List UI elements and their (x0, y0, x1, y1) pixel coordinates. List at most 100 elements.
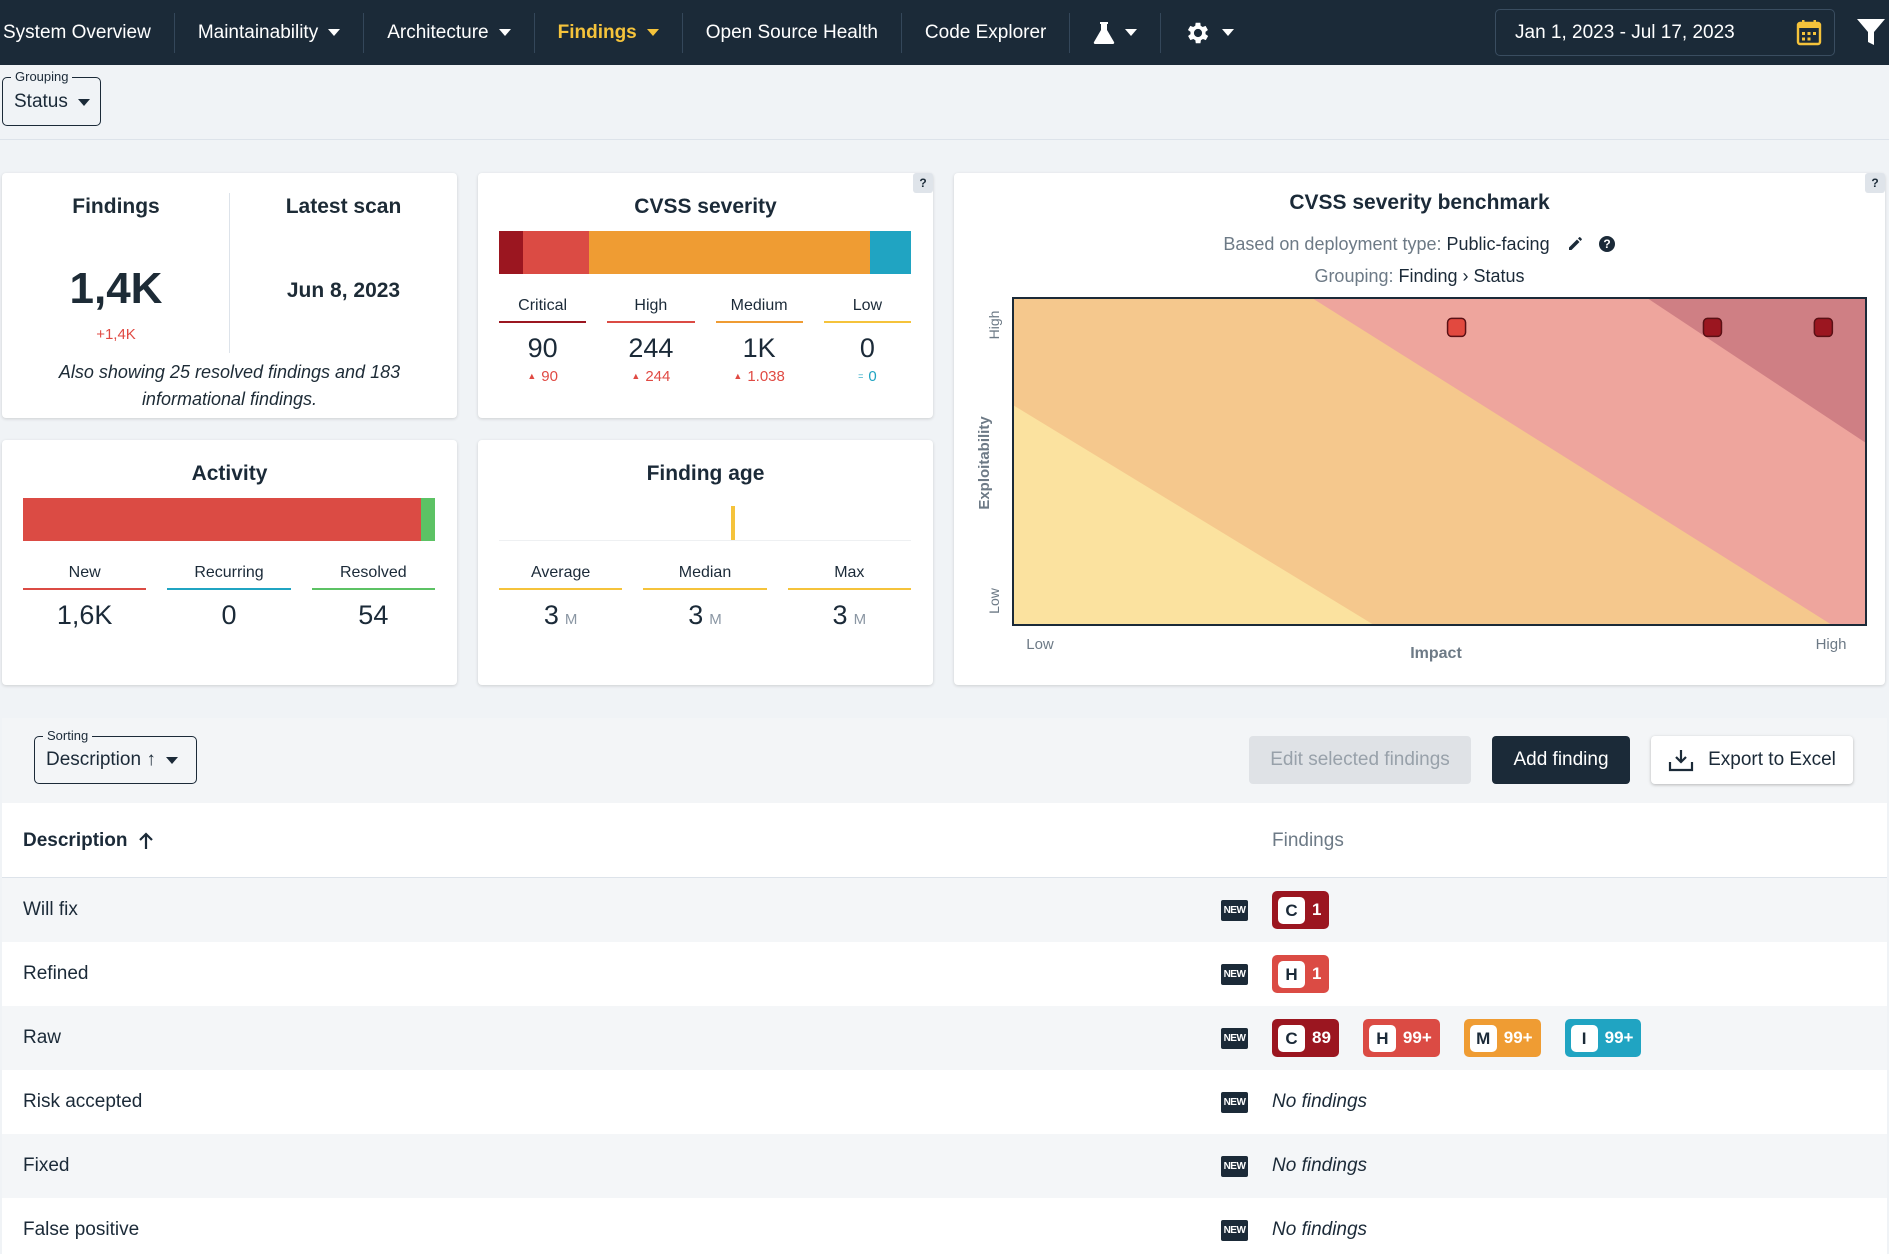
caret-down-icon (498, 29, 511, 36)
row-description: Risk accepted (23, 1091, 143, 1112)
benchmark-plot: High Exploitability Low Low Impact High (976, 297, 1867, 662)
nav-maintainability[interactable]: Maintainability (175, 0, 363, 65)
cvss-segment-medium (589, 231, 870, 274)
row-description: Raw (23, 1027, 62, 1048)
nav-divider (533, 12, 535, 53)
table-row[interactable]: Fixed NEW No findings (2, 1134, 1887, 1198)
benchmark-grouping-line: Grouping: Finding › Status (954, 266, 1885, 287)
findings-delta: +1,4K (96, 326, 136, 343)
y-axis-high: High (986, 311, 1002, 340)
nav-architecture[interactable]: Architecture (364, 0, 533, 65)
stat-value: 0 (824, 333, 911, 364)
top-nav: System Overview Maintainability Architec… (0, 0, 1889, 65)
card-divider (229, 193, 230, 353)
severity-letter: M (1469, 1024, 1497, 1052)
benchmark-point[interactable] (1702, 317, 1723, 338)
delta-value: 1.038 (747, 368, 785, 385)
severity-chip[interactable]: H 99+ (1362, 1019, 1440, 1057)
table-toolbar: Sorting Description ↑ Edit selected find… (2, 718, 1887, 803)
findings-summary-card: Findings 1,4K +1,4K Latest scan Jun 8, 2… (2, 173, 457, 418)
finding-age-card: Finding age Average 3 M Median 3 M Max 3 M (478, 440, 933, 685)
flask-menu-button[interactable] (1070, 0, 1160, 65)
flask-icon (1094, 21, 1115, 44)
nav-findings[interactable]: Findings (535, 0, 682, 65)
cvss-col-critical: Critical 90 ▲ 90 (499, 297, 587, 385)
download-icon (1669, 750, 1694, 772)
zone-high (1312, 298, 1866, 625)
stat-label: Median (643, 564, 767, 590)
date-range-picker[interactable]: Jan 1, 2023 - Jul 17, 2023 (1495, 9, 1835, 56)
benchmark-title: CVSS severity benchmark (1289, 191, 1550, 214)
findings-table-section: Sorting Description ↑ Edit selected find… (2, 718, 1887, 1254)
edit-selected-findings-button[interactable]: Edit selected findings (1249, 736, 1471, 784)
stat-delta: = 0 (824, 368, 911, 385)
nav-divider (900, 12, 902, 53)
column-header-findings: Findings (1272, 830, 1344, 851)
severity-chip[interactable]: M 99+ (1463, 1019, 1541, 1057)
delta-symbol: = (858, 371, 864, 381)
settings-menu-button[interactable] (1161, 0, 1257, 65)
cvss-severity-title: CVSS severity (634, 195, 777, 218)
nav-label: Findings (557, 21, 637, 43)
row-description: Refined (23, 963, 89, 984)
severity-letter: H (1368, 1024, 1396, 1052)
nav-code-explorer[interactable]: Code Explorer (902, 0, 1069, 65)
benchmark-point[interactable] (1813, 317, 1834, 338)
severity-chip[interactable]: C 89 (1272, 1019, 1339, 1057)
grouping-legend: Grouping (11, 69, 73, 84)
stat-number: 54 (358, 600, 389, 630)
stat-delta: ▲ 244 (607, 368, 694, 385)
stat-value: 1K (716, 333, 803, 364)
grouping-select[interactable]: Grouping Status (2, 69, 101, 126)
caret-down-icon (1125, 29, 1138, 36)
no-findings-text: No findings (1272, 1155, 1368, 1176)
nav-open-source-health[interactable]: Open Source Health (683, 0, 901, 65)
edit-icon[interactable] (1567, 234, 1585, 252)
sorting-select[interactable]: Sorting Description ↑ (34, 728, 197, 784)
new-badge-icon: NEW (1221, 1155, 1248, 1177)
export-to-excel-button[interactable]: Export to Excel (1651, 736, 1853, 784)
benchmark-points (1446, 317, 1834, 338)
svg-text:?: ? (1603, 237, 1610, 251)
activity-title: Activity (191, 462, 268, 485)
table-row[interactable]: Risk accepted NEW No findings (2, 1070, 1887, 1134)
help-button[interactable]: ? (1865, 173, 1885, 193)
severity-chip[interactable]: I 99+ (1564, 1019, 1642, 1057)
cvss-segment-critical (499, 231, 524, 274)
help-circle-icon[interactable]: ? (1598, 235, 1616, 253)
stat-label: Medium (715, 297, 803, 323)
stat-number: 1,6K (56, 600, 113, 630)
new-badge-icon: NEW (1221, 1091, 1248, 1113)
stat-label: Recurring (167, 564, 291, 590)
add-finding-button[interactable]: Add finding (1492, 736, 1630, 784)
benchmark-point[interactable] (1446, 317, 1467, 338)
zone-low (1013, 405, 1374, 625)
activity-segment-resolved (421, 498, 435, 541)
delta-symbol: ▲ (631, 371, 641, 381)
stat-number: 0 (859, 333, 875, 363)
caret-down-icon (1222, 29, 1235, 36)
nav-system-overview[interactable]: System Overview (0, 0, 174, 65)
sorting-value-wrap: Description ↑ (46, 749, 178, 771)
table-row[interactable]: False positive NEW No findings (2, 1198, 1887, 1254)
calendar-icon[interactable] (1796, 19, 1822, 46)
stat-number: 244 (628, 333, 674, 363)
row-description: Will fix (23, 899, 78, 920)
grouping-value: Status (14, 91, 68, 112)
activity-col-resolved: Resolved 54 (311, 564, 435, 631)
nav-divider (1069, 12, 1071, 53)
table-row[interactable]: Refined NEW H 1 (2, 942, 1887, 1006)
row-description: Fixed (23, 1155, 70, 1176)
zone-critical (1647, 298, 1866, 443)
severity-count: 99+ (1604, 1028, 1634, 1047)
column-header-description[interactable]: Description (23, 830, 154, 852)
table-row[interactable]: Raw NEW C 89 H 99+ M 99+ I 99+ (2, 1006, 1887, 1070)
age-histogram-bar (731, 506, 735, 540)
help-button[interactable]: ? (913, 173, 933, 193)
table-row[interactable]: Will fix NEW C 1 (2, 878, 1887, 942)
filter-icon[interactable] (1856, 18, 1886, 47)
stat-label: New (23, 564, 147, 590)
